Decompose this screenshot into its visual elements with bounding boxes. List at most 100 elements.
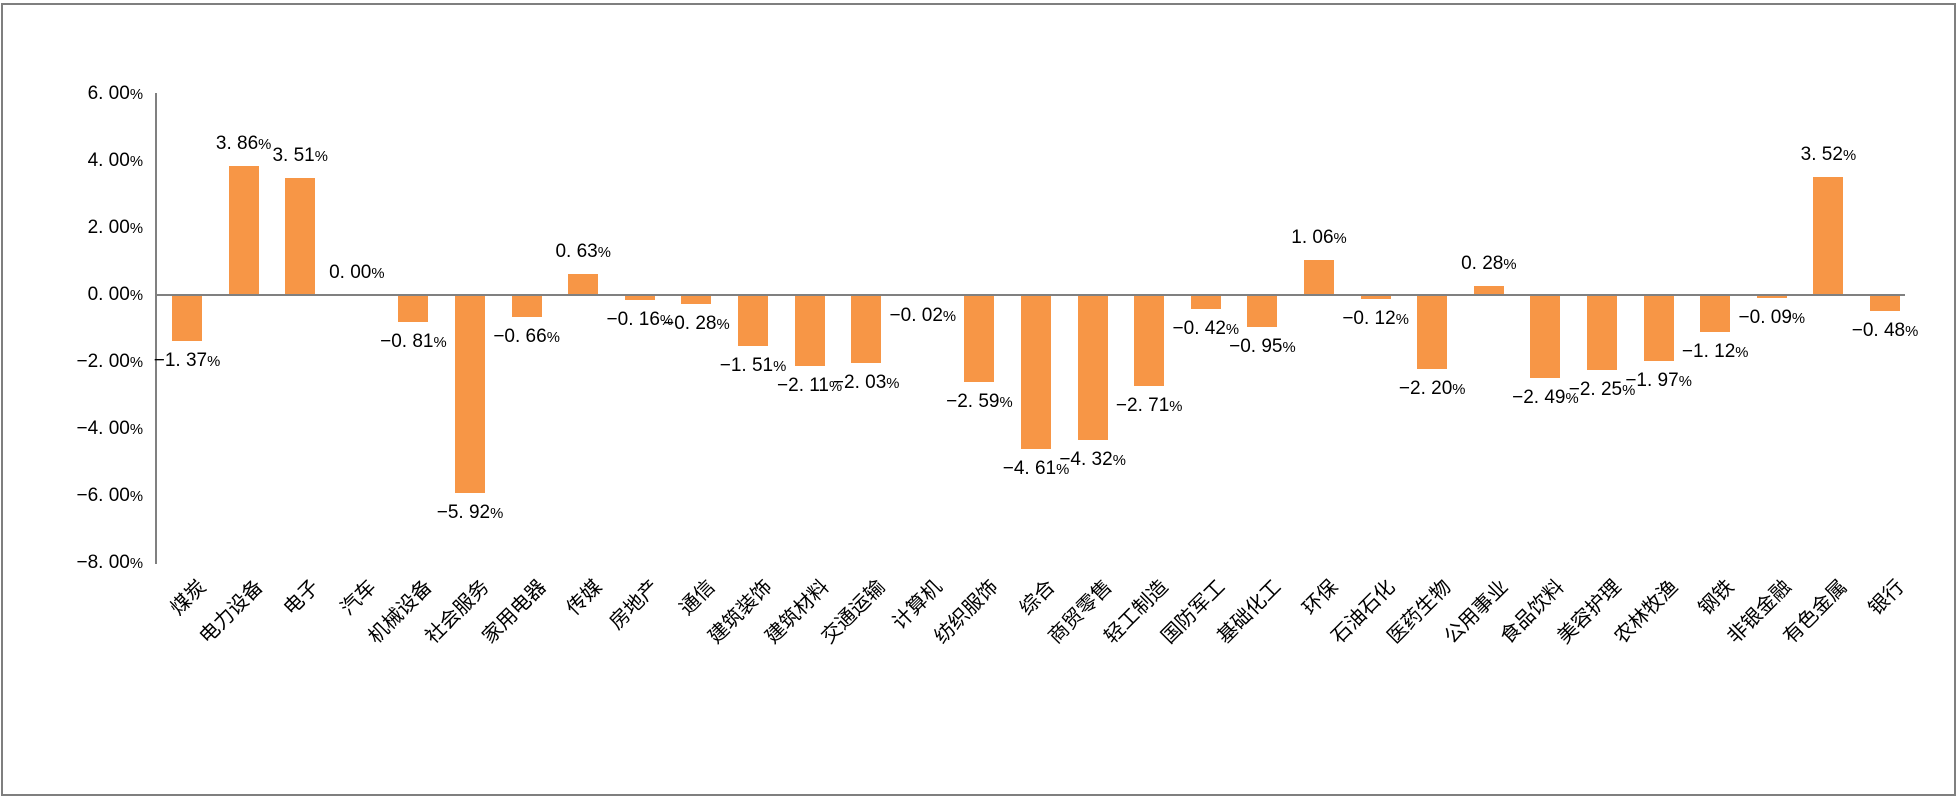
percent-sign: % xyxy=(490,506,504,523)
y-tick-label: 6. 00% xyxy=(87,83,143,105)
x-tick-label: 传媒 xyxy=(562,576,607,620)
bar xyxy=(568,273,599,295)
percent-sign: % xyxy=(129,488,143,505)
bar-value-label: −0. 28% xyxy=(663,313,730,335)
y-tick-label: −4. 00% xyxy=(76,417,143,439)
bar-value-label: −0. 66% xyxy=(493,326,560,348)
percent-sign: % xyxy=(1622,383,1636,400)
bar-value-label: −4. 32% xyxy=(1059,448,1126,470)
percent-sign: % xyxy=(597,244,611,261)
bar xyxy=(285,177,316,295)
percent-sign: % xyxy=(129,555,143,572)
percent-sign: % xyxy=(1452,381,1466,398)
bar-value-label: 3. 52% xyxy=(1800,144,1857,166)
percent-sign: % xyxy=(1225,322,1240,339)
x-tick-label: 房地产 xyxy=(605,576,664,634)
bar-value-label: −5. 92% xyxy=(436,502,504,524)
percent-sign: % xyxy=(1056,462,1070,479)
bar-value-label: −0. 42% xyxy=(1172,318,1240,340)
y-tick-label: −8. 00% xyxy=(76,551,143,573)
x-tick-label: 银行 xyxy=(1864,576,1909,620)
bar-value-label: −2. 25% xyxy=(1568,379,1636,401)
percent-sign: % xyxy=(1112,452,1126,469)
x-tick-label: 综合 xyxy=(1015,576,1060,620)
percent-sign: % xyxy=(1169,398,1183,415)
bar xyxy=(738,295,768,346)
percent-sign: % xyxy=(942,308,957,325)
bar xyxy=(455,295,485,493)
x-tick-label: 煤炭 xyxy=(166,576,211,620)
bar xyxy=(1473,285,1504,295)
bar xyxy=(1360,295,1391,299)
percent-sign: % xyxy=(129,288,143,304)
percent-sign: % xyxy=(1503,256,1517,273)
bar-value-label: −0. 81% xyxy=(380,331,447,353)
bar xyxy=(1587,295,1617,370)
percent-sign: % xyxy=(1791,311,1806,327)
y-tick-label: 2. 00% xyxy=(87,217,143,239)
bar-value-label: −0. 48% xyxy=(1851,320,1919,342)
bar-value-label: −2. 20% xyxy=(1398,377,1466,399)
bar xyxy=(624,295,655,300)
percent-sign: % xyxy=(1842,148,1857,165)
percent-sign: % xyxy=(999,394,1013,411)
percent-sign: % xyxy=(129,154,143,171)
percent-sign: % xyxy=(1282,339,1296,356)
bar-value-label: 1. 06% xyxy=(1291,226,1347,248)
percent-sign: % xyxy=(886,375,900,392)
bar-value-label: 0. 63% xyxy=(555,240,611,262)
bar xyxy=(1756,295,1787,298)
bar-value-label: 0. 00% xyxy=(329,262,385,283)
percent-sign: % xyxy=(433,335,447,352)
percent-sign: % xyxy=(1333,230,1347,247)
bar-value-label: −2. 11% xyxy=(777,374,843,396)
percent-sign: % xyxy=(129,354,143,371)
y-tick-label: −6. 00% xyxy=(76,484,143,506)
bar-value-label: −2. 03% xyxy=(832,371,900,393)
percent-sign: % xyxy=(129,221,143,238)
bar xyxy=(1304,259,1334,295)
bar xyxy=(511,295,542,317)
bar-value-label: −0. 02% xyxy=(889,304,957,326)
bar xyxy=(1870,295,1900,311)
percent-sign: % xyxy=(371,266,385,282)
x-tick-label: 环保 xyxy=(1298,576,1343,620)
bar xyxy=(1530,295,1561,378)
percent-sign: % xyxy=(129,87,143,104)
bar-value-label: −2. 49% xyxy=(1512,387,1579,409)
percent-sign: % xyxy=(207,353,221,370)
bar-value-label: −1. 97% xyxy=(1625,369,1692,391)
bar-value-label: −0. 12% xyxy=(1342,308,1409,329)
percent-sign: % xyxy=(546,330,560,347)
bar-value-label: 3. 86% xyxy=(215,132,272,154)
bar xyxy=(964,295,995,382)
bar-value-label: −0. 16% xyxy=(606,309,674,331)
bar xyxy=(1077,295,1108,440)
x-tick-label: 通信 xyxy=(676,576,720,620)
percent-sign: % xyxy=(716,317,730,334)
x-axis-zero-line xyxy=(155,294,1905,296)
bar xyxy=(1643,295,1674,361)
percent-sign: % xyxy=(828,378,843,395)
percent-sign: % xyxy=(1565,391,1579,408)
bar-value-label: −0. 95% xyxy=(1229,335,1296,357)
bar xyxy=(1813,177,1844,296)
percent-sign: % xyxy=(1905,324,1919,341)
bar xyxy=(1021,295,1051,449)
bar-value-label: −1. 12% xyxy=(1681,341,1749,363)
y-axis-line xyxy=(155,93,157,564)
percent-sign: % xyxy=(1678,373,1692,390)
percent-sign: % xyxy=(773,358,787,375)
bar-value-label: −2. 71% xyxy=(1115,394,1183,416)
bar-value-label: −4. 61% xyxy=(1002,458,1070,480)
y-tick-label: −2. 00% xyxy=(76,350,143,372)
percent-sign: % xyxy=(314,148,328,165)
bar-value-label: −0. 09% xyxy=(1738,307,1806,328)
bar xyxy=(1700,295,1731,332)
bar xyxy=(228,165,259,295)
x-tick-label: 钢铁 xyxy=(1694,576,1739,620)
bar xyxy=(794,295,825,366)
bar xyxy=(1417,295,1448,369)
bar-value-label: −1. 37% xyxy=(153,349,221,371)
